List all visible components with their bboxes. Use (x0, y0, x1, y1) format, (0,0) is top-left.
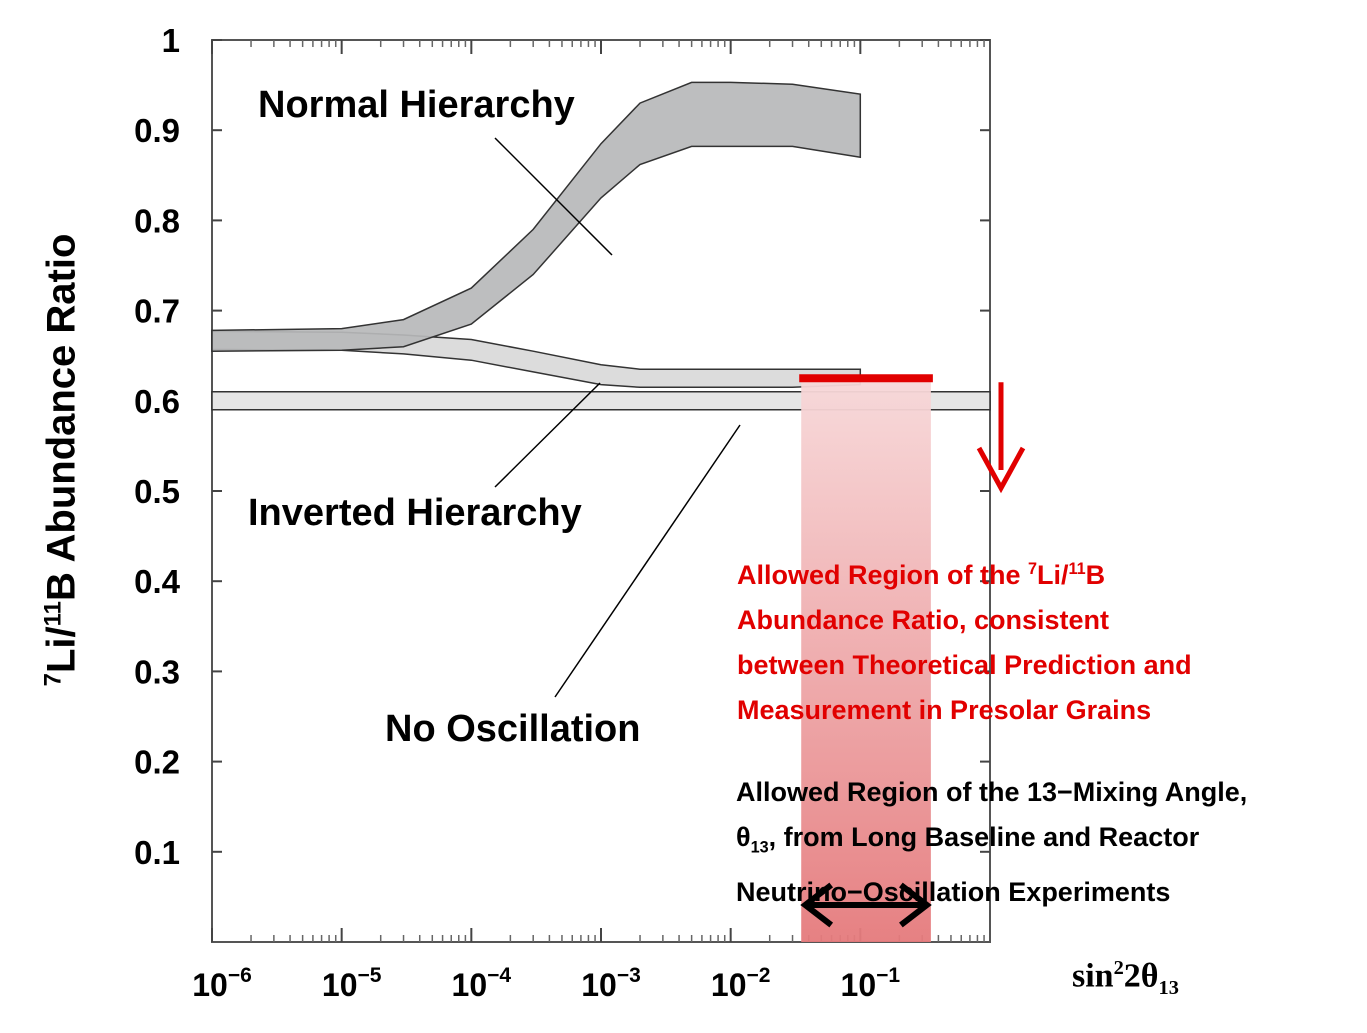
angle-note-l3: Neutrino−Oscillation Experiments (736, 877, 1171, 908)
angle-note-theta: θ (736, 822, 751, 852)
x-tick-label: 10−4 (452, 964, 512, 1003)
leader-inverted (494, 382, 601, 488)
angle-note-l2: , from Long Baseline and Reactor (768, 822, 1200, 852)
angle-allowed-note: Allowed Region of the 13−Mixing Angle, θ1… (736, 725, 1247, 915)
y-axis-label-sup1: 7 (39, 673, 67, 687)
ratio-note-l1c: B (1085, 560, 1106, 590)
y-tick-label: 0.1 (134, 834, 180, 871)
y-axis-label-sup2: 11 (39, 601, 67, 627)
ratio-note-rest: Abundance Ratio, consistent between Theo… (737, 605, 1192, 725)
y-tick-label: 0.8 (134, 202, 180, 239)
x-axis-label-mid: 2θ (1123, 957, 1159, 995)
x-tick-exponent: −4 (487, 964, 511, 987)
y-tick-label: 0.3 (134, 653, 180, 690)
x-tick-exponent: −5 (357, 964, 381, 987)
annotation-inverted-hierarchy: Inverted Hierarchy (248, 492, 582, 534)
x-tick-label: 10−2 (711, 964, 771, 1003)
x-tick-label: 10−6 (192, 964, 252, 1003)
y-tick-label: 1 (162, 22, 180, 59)
ratio-allowed-note: Allowed Region of the 7Li/11B Abundance R… (737, 502, 1192, 733)
y-tick-label: 0.7 (134, 293, 180, 330)
y-tick-label: 0.5 (134, 473, 180, 510)
angle-note-l1: Allowed Region of the 13−Mixing Angle, (736, 777, 1248, 807)
ratio-note-s2: 11 (1068, 560, 1086, 578)
y-tick-label: 0.2 (134, 744, 180, 781)
leader-no-oscillation (554, 424, 741, 698)
ratio-note-l1b: Li/ (1037, 560, 1069, 590)
x-tick-label: 10−3 (581, 964, 641, 1003)
leader-normal (494, 137, 613, 256)
y-axis-label-rest: B Abundance Ratio (39, 233, 84, 602)
allowed-region-shade (801, 378, 931, 942)
x-axis-label-sub: 13 (1158, 977, 1179, 1000)
y-tick-label: 0.6 (134, 383, 180, 420)
x-axis-label: sin22θ13 (1072, 957, 1179, 1000)
y-tick-label: 0.9 (134, 112, 180, 149)
x-tick-exponent: −3 (617, 964, 641, 987)
annotation-no-oscillation: No Oscillation (385, 708, 641, 750)
x-tick-exponent: −2 (746, 964, 770, 987)
x-axis-label-pre: sin (1072, 957, 1114, 995)
no-oscillation-band (211, 391, 991, 411)
ratio-note-s1: 7 (1028, 560, 1038, 578)
x-tick-exponent: −6 (228, 964, 252, 987)
normal-hierarchy-band (211, 81, 862, 352)
y-axis-label: 7Li/11B Abundance Ratio (39, 234, 84, 687)
x-tick-label: 10−1 (841, 964, 901, 1003)
x-axis-label-sup: 2 (1113, 957, 1124, 979)
y-tick-label: 0.4 (134, 563, 181, 600)
double-arrow-right-head (899, 882, 932, 928)
double-arrow-left-head (800, 882, 834, 928)
ratio-note-l1a: Allowed Region of the (737, 560, 1028, 590)
down-arrow-head (976, 446, 1026, 494)
x-tick-label: 10−5 (322, 964, 382, 1003)
angle-note-sub: 13 (750, 838, 769, 857)
x-tick-exponent: −1 (876, 964, 900, 987)
annotation-normal-hierarchy: Normal Hierarchy (258, 84, 575, 126)
y-axis-label-mid: Li/ (39, 626, 84, 674)
